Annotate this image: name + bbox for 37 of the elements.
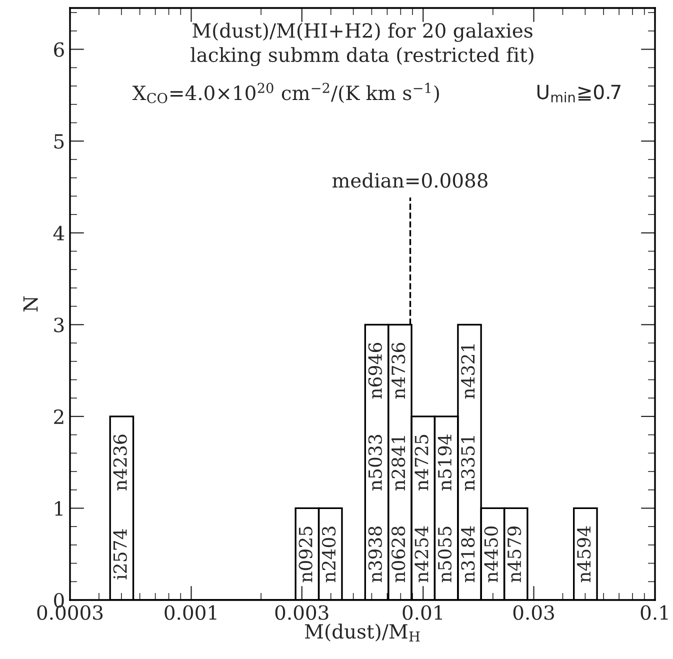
annotation: n5194 <box>438 434 452 490</box>
y-tick-label: 1 <box>55 501 62 516</box>
text: X$_{CO}$=4.0×10$^{20}$ cm$^{−2}$/(K km s$^{−1}$) <box>132 82 439 104</box>
x-tick-label: 0.03 <box>513 605 554 620</box>
annotation: n4254 <box>414 526 428 582</box>
annotation: n4579 <box>507 526 522 582</box>
x-axis-title: M(dust)/M$_{H}$ <box>305 624 420 642</box>
y-tick-label: 6 <box>54 42 64 57</box>
x-tick-label: 0.001 <box>164 605 216 620</box>
y-tick-label: 5 <box>54 134 64 149</box>
annotation: i2574 <box>113 529 127 580</box>
x-tick-label: 0.1 <box>640 605 668 620</box>
annotation: U$_{min}$≧0.7 <box>537 84 620 102</box>
x-tick-label: 0.003 <box>275 605 328 620</box>
annotation: n6946 <box>368 342 382 399</box>
annotation: n3184 <box>461 526 475 582</box>
annotation: n4321 <box>461 344 475 399</box>
annotation: n5055 <box>438 526 452 582</box>
annotation: n0628 <box>392 526 406 582</box>
annotation: n4236 <box>113 434 127 490</box>
annotation: n3938 <box>368 526 382 582</box>
text: M(dust)/M(HI+H2) for 20 galaxies lacking submm data (restricted fit) <box>190 22 534 66</box>
x-tick-label: 0.01 <box>402 605 442 620</box>
annotation: n0925 <box>298 526 312 582</box>
annotation: n3351 <box>461 436 475 490</box>
y-tick-label: 2 <box>54 409 64 424</box>
annotation: n4736 <box>392 342 406 399</box>
ref-line-label: median=0.0088 <box>332 172 488 188</box>
annotation: n2403 <box>322 526 336 582</box>
y-axis-title: N <box>23 296 38 312</box>
annotation: n4725 <box>414 434 428 490</box>
annotation: n5033 <box>368 434 382 490</box>
y-tick-label: 4 <box>53 226 64 240</box>
annotation: n2841 <box>392 436 406 490</box>
y-tick-label: 3 <box>54 318 64 332</box>
annotation: n4594 <box>577 526 591 582</box>
annotation: n4450 <box>484 526 498 582</box>
